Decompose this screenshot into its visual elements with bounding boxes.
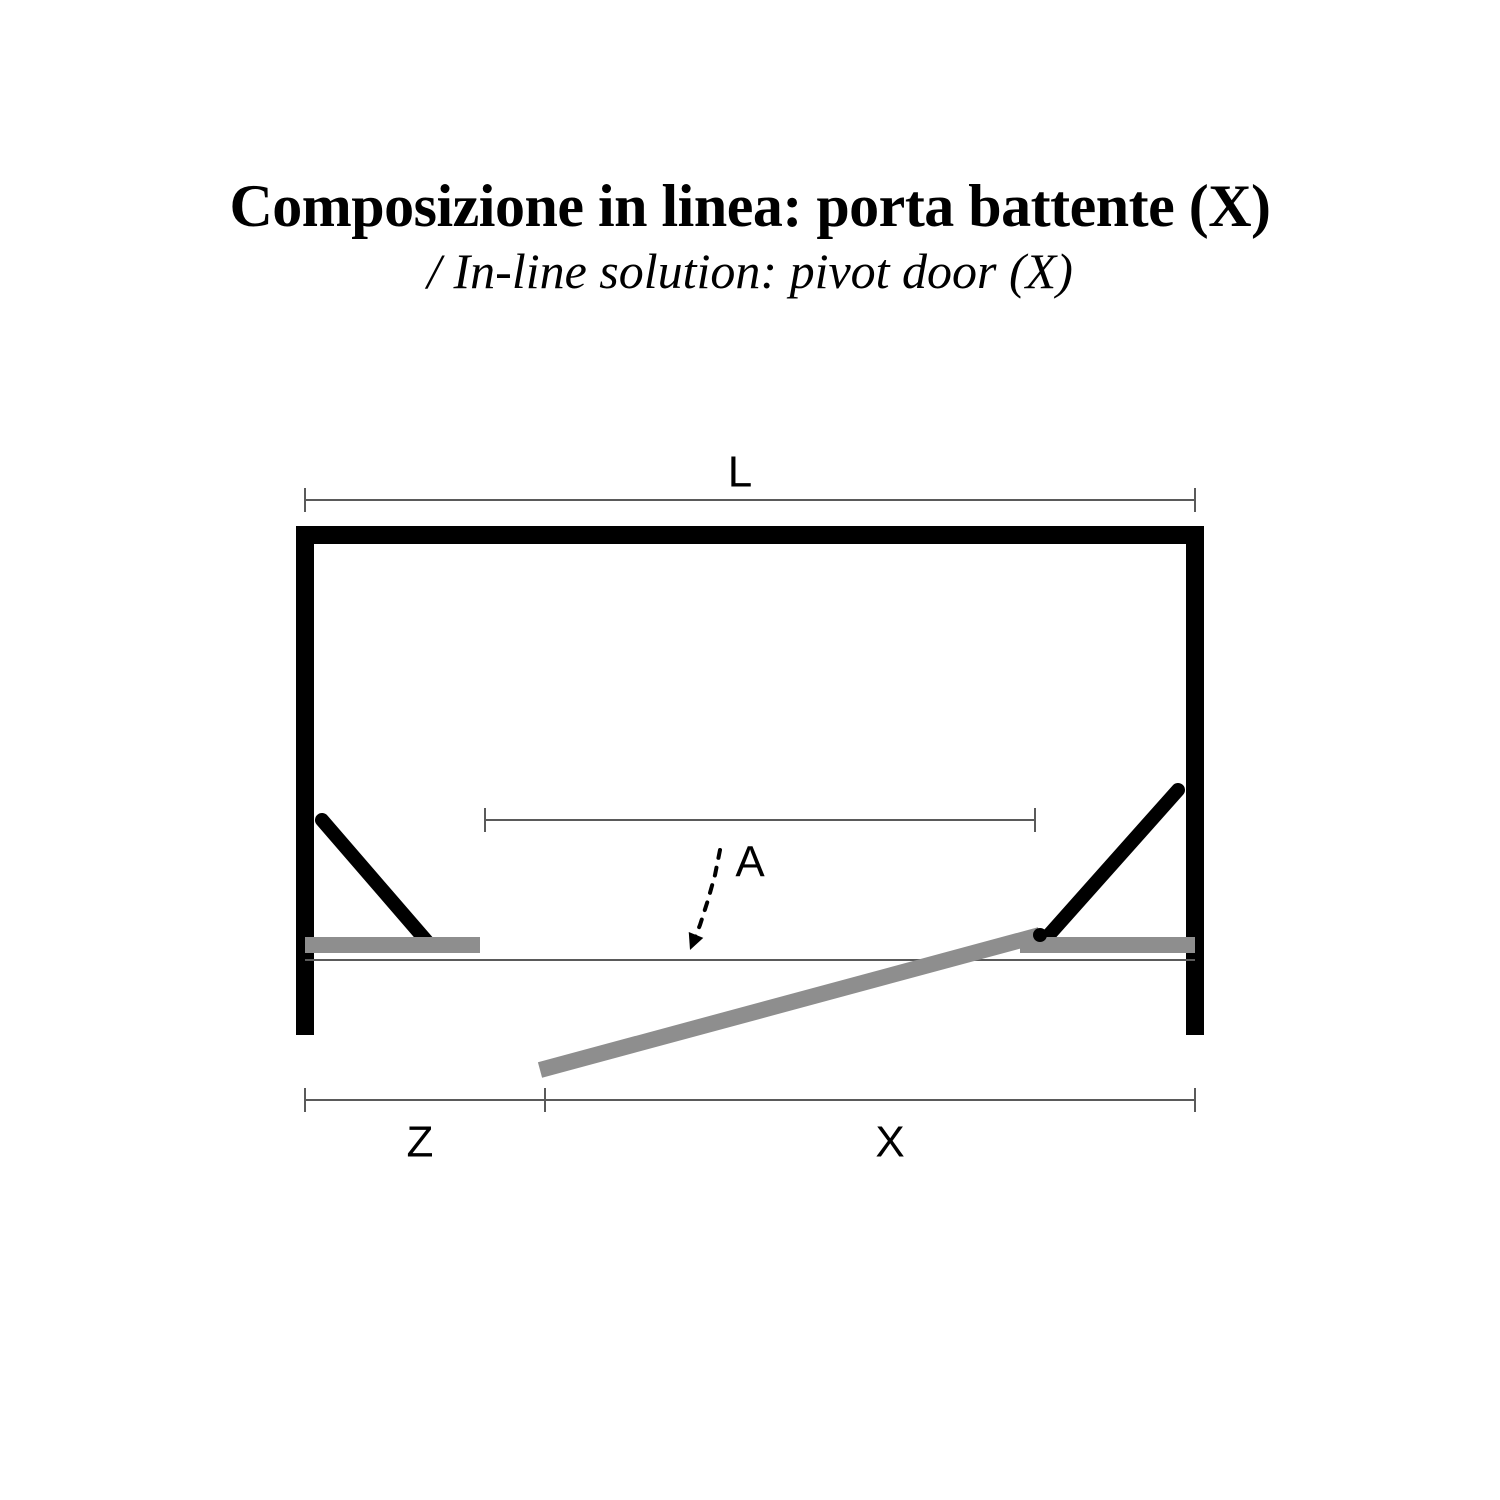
svg-text:X: X: [875, 1118, 904, 1167]
title-block: Composizione in linea: porta battente (X…: [0, 175, 1500, 299]
svg-text:Z: Z: [407, 1118, 434, 1167]
svg-text:L: L: [728, 448, 752, 497]
title-sub: / In-line solution: pivot door (X): [0, 244, 1500, 299]
svg-text:A: A: [735, 838, 765, 887]
title-main: Composizione in linea: porta battente (X…: [0, 175, 1500, 238]
page: Composizione in linea: porta battente (X…: [0, 0, 1500, 1500]
plan-svg: L A Z X: [250, 420, 1250, 1200]
diagram: L A Z X: [250, 420, 1250, 1200]
